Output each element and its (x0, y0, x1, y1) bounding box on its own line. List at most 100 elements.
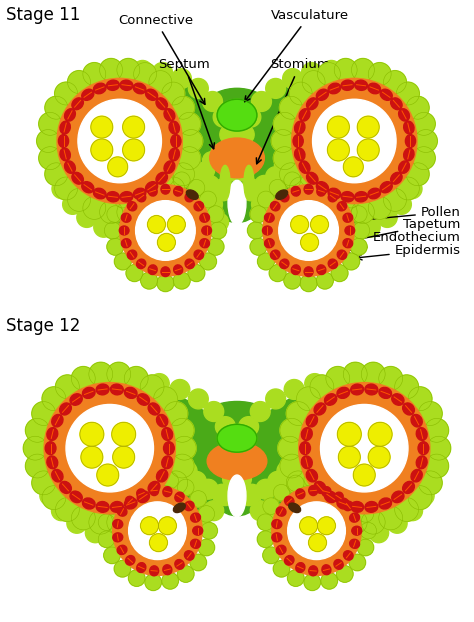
Circle shape (157, 275, 174, 292)
Ellipse shape (70, 394, 82, 406)
Circle shape (302, 71, 325, 93)
Circle shape (188, 265, 205, 282)
Ellipse shape (146, 182, 158, 193)
Ellipse shape (124, 388, 137, 399)
Circle shape (280, 163, 302, 186)
Ellipse shape (391, 98, 402, 109)
Ellipse shape (301, 428, 312, 440)
Circle shape (207, 238, 224, 255)
Circle shape (310, 216, 328, 233)
Circle shape (331, 265, 348, 282)
Circle shape (77, 78, 97, 98)
Circle shape (133, 226, 153, 246)
Circle shape (32, 402, 55, 425)
Ellipse shape (247, 76, 416, 230)
Circle shape (178, 147, 201, 170)
Circle shape (357, 506, 374, 522)
Circle shape (45, 96, 68, 119)
Circle shape (68, 188, 91, 211)
Circle shape (72, 366, 95, 391)
Circle shape (40, 417, 60, 437)
Circle shape (128, 502, 186, 560)
Circle shape (188, 78, 208, 98)
Circle shape (140, 498, 164, 521)
Circle shape (89, 510, 113, 534)
Circle shape (361, 510, 385, 534)
Circle shape (321, 60, 341, 80)
Ellipse shape (368, 188, 381, 199)
Ellipse shape (276, 545, 286, 554)
Circle shape (188, 513, 208, 533)
Circle shape (280, 419, 304, 442)
Ellipse shape (96, 501, 109, 513)
Ellipse shape (120, 192, 133, 202)
Ellipse shape (126, 555, 135, 565)
Ellipse shape (284, 555, 294, 565)
Ellipse shape (341, 80, 354, 90)
Ellipse shape (301, 456, 312, 469)
Circle shape (80, 422, 104, 446)
Ellipse shape (60, 403, 72, 415)
Ellipse shape (184, 501, 194, 511)
Circle shape (288, 502, 346, 560)
Circle shape (289, 177, 312, 200)
Circle shape (280, 96, 302, 119)
Ellipse shape (200, 213, 210, 222)
Ellipse shape (148, 403, 160, 415)
Ellipse shape (300, 442, 310, 455)
Circle shape (337, 479, 353, 496)
Ellipse shape (169, 148, 179, 161)
Circle shape (188, 167, 208, 187)
Ellipse shape (186, 190, 198, 200)
Ellipse shape (202, 226, 211, 235)
Circle shape (114, 253, 131, 270)
Circle shape (210, 222, 227, 239)
Circle shape (140, 375, 164, 399)
Ellipse shape (306, 470, 318, 482)
Circle shape (91, 116, 113, 138)
Ellipse shape (128, 250, 137, 259)
Circle shape (104, 498, 120, 514)
Ellipse shape (52, 470, 63, 482)
Ellipse shape (295, 121, 305, 134)
Ellipse shape (207, 153, 267, 223)
Circle shape (257, 531, 274, 547)
Circle shape (106, 529, 126, 549)
Circle shape (52, 501, 72, 521)
Ellipse shape (418, 442, 429, 455)
Circle shape (284, 272, 301, 289)
Ellipse shape (337, 498, 350, 509)
Text: Vasculature: Vasculature (245, 9, 349, 101)
Circle shape (162, 572, 178, 589)
Ellipse shape (121, 239, 131, 248)
Circle shape (81, 446, 103, 468)
Ellipse shape (128, 202, 137, 211)
Ellipse shape (164, 109, 175, 121)
Circle shape (149, 374, 169, 394)
Circle shape (85, 379, 105, 399)
Circle shape (326, 366, 350, 391)
Ellipse shape (173, 187, 182, 196)
Ellipse shape (307, 98, 318, 109)
Ellipse shape (365, 384, 378, 395)
Circle shape (369, 523, 389, 543)
Circle shape (299, 383, 430, 514)
Circle shape (301, 233, 319, 251)
Circle shape (231, 469, 251, 489)
Text: Stomium: Stomium (256, 58, 329, 164)
Circle shape (26, 454, 49, 478)
Circle shape (286, 471, 310, 494)
Ellipse shape (404, 121, 414, 134)
Ellipse shape (228, 475, 246, 517)
Circle shape (357, 539, 374, 556)
Ellipse shape (120, 80, 133, 90)
Circle shape (147, 216, 165, 233)
Ellipse shape (316, 89, 328, 100)
Ellipse shape (416, 428, 427, 440)
Ellipse shape (322, 486, 331, 496)
Circle shape (66, 404, 154, 492)
Ellipse shape (163, 565, 172, 575)
Circle shape (352, 201, 374, 223)
Ellipse shape (156, 470, 168, 482)
Circle shape (213, 181, 233, 201)
